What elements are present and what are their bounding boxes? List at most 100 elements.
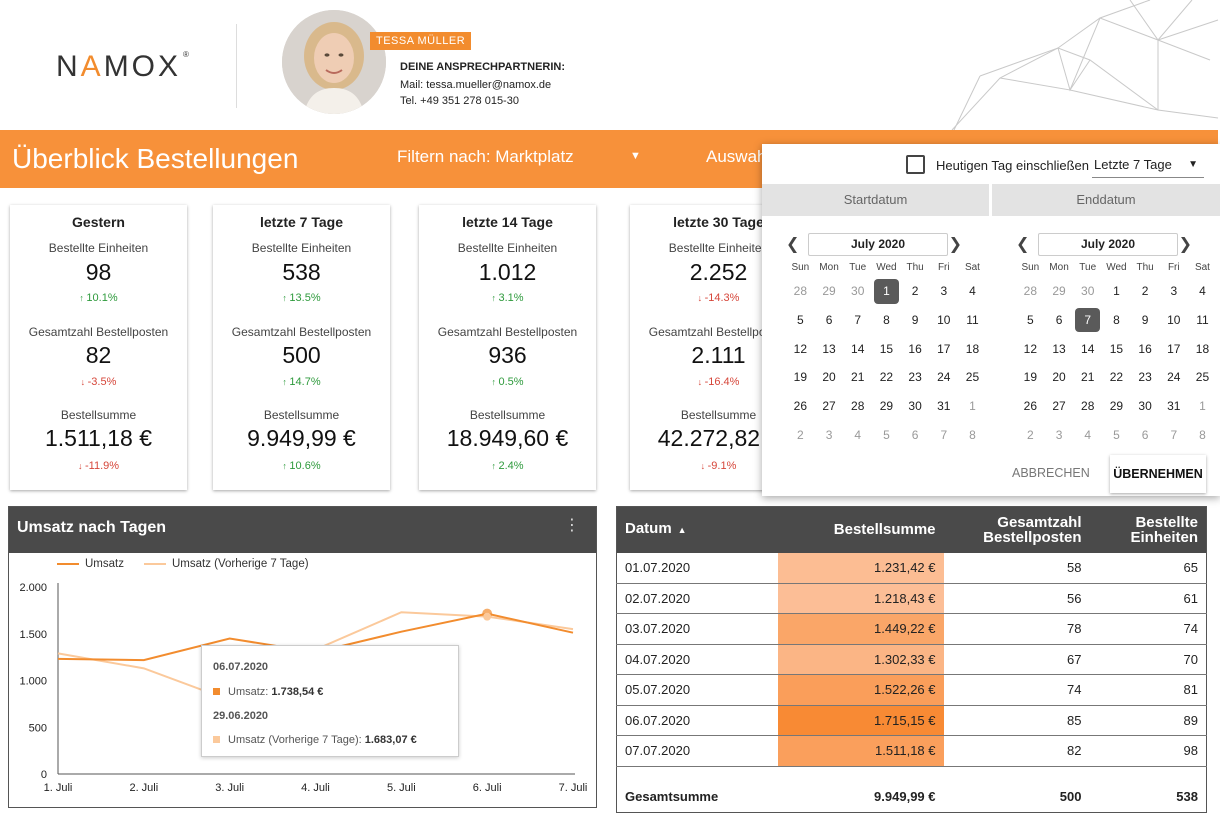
- table-row[interactable]: 07.07.2020 1.511,18 €82 98: [616, 735, 1207, 767]
- calendar-day[interactable]: 6: [825, 313, 833, 328]
- calendar-day[interactable]: 28: [1023, 284, 1038, 299]
- calendar-day[interactable]: 17: [1167, 341, 1181, 356]
- calendar-day[interactable]: 17: [937, 341, 951, 356]
- calendar-day[interactable]: 23: [1138, 370, 1152, 385]
- table-row[interactable]: 06.07.2020 1.715,15 €85 89: [616, 705, 1207, 736]
- calendar-day[interactable]: 22: [879, 370, 894, 385]
- calendar-day[interactable]: 9: [1141, 313, 1149, 328]
- calendar-day[interactable]: 6: [1141, 427, 1149, 442]
- start-month-select[interactable]: July 2020: [808, 233, 948, 256]
- calendar-day[interactable]: 12: [793, 341, 808, 356]
- calendar-day[interactable]: 5: [797, 313, 804, 328]
- range-preset-select[interactable]: Letzte 7 Tage ▼: [1092, 154, 1204, 178]
- table-row[interactable]: 02.07.2020 1.218,43 €56 61: [616, 583, 1207, 614]
- calendar-day[interactable]: 28: [851, 399, 865, 414]
- calendar-day[interactable]: 15: [879, 341, 894, 356]
- more-vert-icon[interactable]: ⋮: [564, 517, 580, 534]
- sort-asc-icon[interactable]: ▲: [677, 525, 687, 536]
- calendar-day[interactable]: 22: [1109, 370, 1124, 385]
- calendar-day[interactable]: 4: [854, 427, 862, 442]
- col-header-bestellsumme[interactable]: Bestellsumme: [777, 506, 944, 553]
- tab-enddatum[interactable]: Enddatum: [992, 184, 1220, 216]
- calendar-day[interactable]: 3: [825, 427, 833, 442]
- calendar-day[interactable]: 14: [851, 341, 865, 356]
- calendar-day[interactable]: 10: [1167, 313, 1181, 328]
- start-next-month-icon[interactable]: ❯: [948, 236, 962, 253]
- calendar-day[interactable]: 24: [1167, 370, 1181, 385]
- marketplace-filter[interactable]: Filtern nach: Marktplatz: [397, 147, 574, 166]
- calendar-day[interactable]: 18: [965, 341, 980, 356]
- calendar-day[interactable]: 30: [1138, 399, 1152, 414]
- calendar-day[interactable]: 1: [1113, 284, 1120, 299]
- calendar-day[interactable]: 13: [1052, 341, 1066, 356]
- calendar-day[interactable]: 20: [822, 370, 836, 385]
- calendar-day[interactable]: 1: [969, 399, 976, 414]
- calendar-day[interactable]: 26: [1023, 399, 1038, 414]
- calendar-day[interactable]: 2: [1027, 427, 1034, 442]
- calendar-day[interactable]: 21: [851, 370, 865, 385]
- table-row[interactable]: 05.07.2020 1.522,26 €74 81: [616, 674, 1207, 706]
- apply-button[interactable]: ÜBERNEHMEN: [1110, 455, 1206, 493]
- calendar-day[interactable]: 25: [1195, 370, 1210, 385]
- calendar-day[interactable]: 4: [1199, 284, 1206, 299]
- calendar-day[interactable]: 5: [1113, 427, 1120, 442]
- calendar-day[interactable]: 8: [883, 313, 890, 328]
- calendar-day[interactable]: 29: [822, 284, 836, 299]
- selected-day[interactable]: 7: [1075, 307, 1101, 333]
- calendar-day[interactable]: 2: [1141, 284, 1149, 299]
- calendar-day[interactable]: 30: [851, 284, 865, 299]
- calendar-day[interactable]: 24: [937, 370, 951, 385]
- calendar-day[interactable]: 3: [1055, 427, 1063, 442]
- calendar-day[interactable]: 15: [1109, 341, 1124, 356]
- calendar-day[interactable]: 19: [793, 370, 808, 385]
- calendar-day[interactable]: 27: [822, 399, 836, 414]
- table-row[interactable]: 03.07.2020 1.449,22 €78 74: [616, 613, 1207, 645]
- calendar-day[interactable]: 30: [1081, 284, 1095, 299]
- calendar-day[interactable]: 3: [940, 284, 948, 299]
- end-month-select[interactable]: July 2020: [1038, 233, 1178, 256]
- calendar-day[interactable]: 16: [908, 341, 922, 356]
- calendar-day[interactable]: 28: [1081, 399, 1095, 414]
- calendar-day[interactable]: 31: [937, 399, 951, 414]
- calendar-day[interactable]: 2: [911, 284, 919, 299]
- table-row[interactable]: 01.07.2020 1.231,42 €58 65: [616, 552, 1207, 584]
- calendar-day[interactable]: 13: [822, 341, 836, 356]
- calendar-day[interactable]: 29: [1052, 284, 1066, 299]
- calendar-day[interactable]: 28: [793, 284, 808, 299]
- calendar-day[interactable]: 2: [797, 427, 804, 442]
- calendar-day[interactable]: 16: [1138, 341, 1152, 356]
- calendar-day[interactable]: 20: [1052, 370, 1066, 385]
- calendar-day[interactable]: 18: [1195, 341, 1210, 356]
- calendar-day[interactable]: 21: [1081, 370, 1095, 385]
- calendar-day[interactable]: 14: [1081, 341, 1095, 356]
- calendar-day[interactable]: 27: [1052, 399, 1066, 414]
- calendar-day[interactable]: 9: [911, 313, 919, 328]
- col-header-bestellposten[interactable]: Gesamtzahl Bestellposten: [943, 506, 1090, 553]
- calendar-day[interactable]: 25: [965, 370, 980, 385]
- calendar-day[interactable]: 4: [1084, 427, 1092, 442]
- calendar-day[interactable]: 26: [793, 399, 808, 414]
- calendar-day[interactable]: 19: [1023, 370, 1038, 385]
- calendar-day[interactable]: 4: [969, 284, 976, 299]
- calendar-day[interactable]: 31: [1167, 399, 1181, 414]
- calendar-day[interactable]: 11: [1196, 313, 1209, 328]
- calendar-day[interactable]: 7: [854, 313, 862, 328]
- calendar-day[interactable]: 7: [940, 427, 948, 442]
- date-range-selector-label[interactable]: Auswahl: [706, 147, 771, 166]
- col-header-einheiten[interactable]: Bestellte Einheiten: [1089, 506, 1207, 553]
- calendar-day[interactable]: 5: [883, 427, 890, 442]
- cancel-button[interactable]: ABBRECHEN: [1012, 466, 1090, 480]
- calendar-day[interactable]: 5: [1027, 313, 1034, 328]
- calendar-day[interactable]: 10: [937, 313, 951, 328]
- calendar-day[interactable]: 8: [1113, 313, 1120, 328]
- end-next-month-icon[interactable]: ❯: [1178, 236, 1192, 253]
- calendar-day[interactable]: 29: [1109, 399, 1124, 414]
- calendar-day[interactable]: 7: [1170, 427, 1178, 442]
- tab-startdatum[interactable]: Startdatum: [762, 184, 989, 216]
- include-today-checkbox[interactable]: [906, 155, 925, 174]
- calendar-day[interactable]: 6: [911, 427, 919, 442]
- calendar-day[interactable]: 6: [1055, 313, 1063, 328]
- calendar-day[interactable]: 30: [908, 399, 922, 414]
- calendar-day[interactable]: 1: [1199, 399, 1206, 414]
- calendar-day[interactable]: 8: [969, 427, 976, 442]
